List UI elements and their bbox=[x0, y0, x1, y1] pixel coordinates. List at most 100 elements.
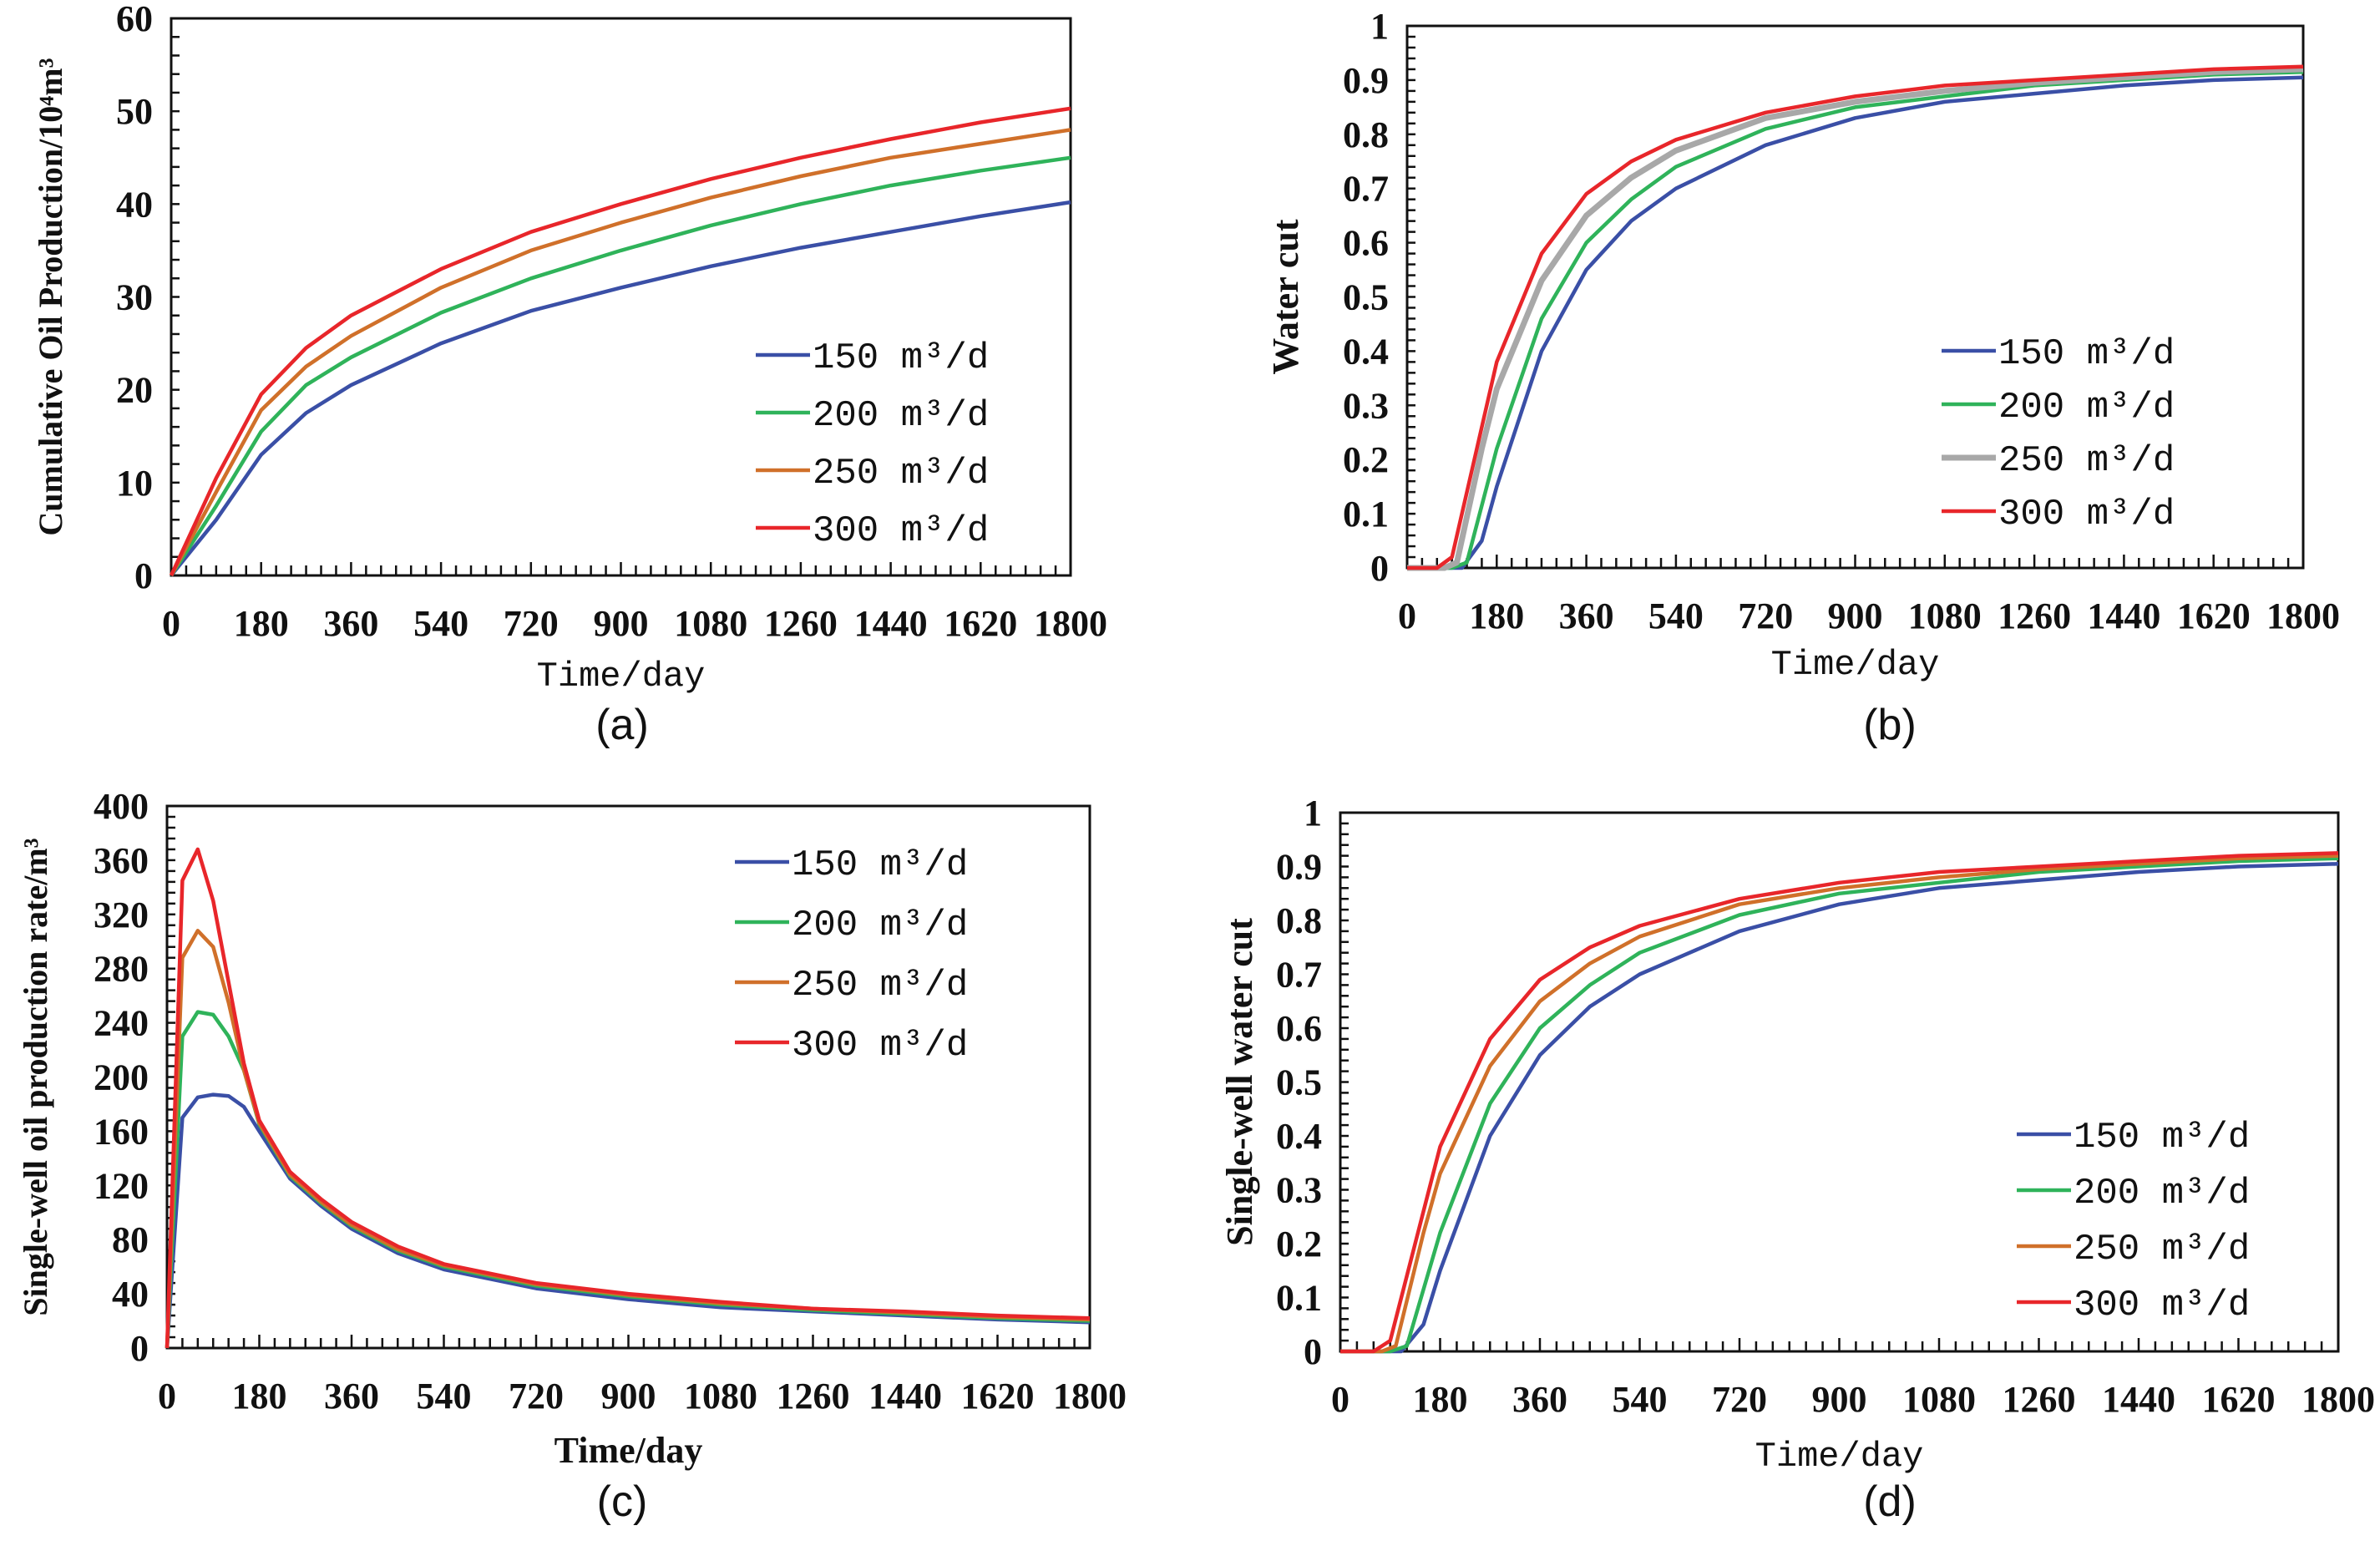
x-tick-label: 0 bbox=[1331, 1379, 1350, 1420]
y-axis-label: Single-well water cut bbox=[1219, 918, 1260, 1246]
x-tick-label: 1800 bbox=[2302, 1379, 2375, 1420]
y-tick-label: 360 bbox=[94, 840, 149, 881]
x-tick-label: 1260 bbox=[764, 603, 838, 644]
y-tick-label: 0 bbox=[1304, 1331, 1322, 1372]
y-tick-label: 0.6 bbox=[1343, 223, 1389, 264]
x-tick-label: 1080 bbox=[1902, 1379, 1976, 1420]
x-tick-label: 900 bbox=[1828, 596, 1883, 636]
y-tick-label: 0.3 bbox=[1276, 1170, 1322, 1211]
y-axis-label: Single-well oil production rate/m³ bbox=[17, 838, 54, 1315]
panel-caption: (c) bbox=[597, 1478, 648, 1526]
x-tick-label: 1440 bbox=[868, 1376, 942, 1417]
x-tick-label: 540 bbox=[413, 603, 468, 644]
x-tick-label: 0 bbox=[158, 1376, 176, 1417]
x-axis-label: Time/day bbox=[1771, 645, 1940, 685]
x-tick-label: 360 bbox=[1512, 1379, 1567, 1420]
x-axis-label: Time/day bbox=[554, 1430, 703, 1471]
legend-label: 200 m³/d bbox=[2074, 1173, 2250, 1214]
series-line-250 bbox=[1407, 66, 2304, 571]
y-tick-label: 20 bbox=[116, 370, 153, 411]
y-tick-label: 0.2 bbox=[1343, 439, 1389, 480]
y-tick-label: 0.1 bbox=[1276, 1278, 1322, 1319]
legend-label: 150 m³/d bbox=[813, 337, 989, 379]
y-tick-label: 40 bbox=[112, 1274, 149, 1315]
panel-caption: (b) bbox=[1863, 701, 1917, 749]
x-tick-label: 1800 bbox=[1053, 1376, 1127, 1417]
y-tick-label: 0 bbox=[1370, 548, 1389, 589]
y-tick-label: 0.2 bbox=[1276, 1224, 1322, 1265]
x-tick-label: 1620 bbox=[2177, 596, 2251, 636]
y-tick-label: 1 bbox=[1304, 793, 1322, 834]
x-tick-label: 1800 bbox=[2266, 596, 2340, 636]
x-tick-label: 540 bbox=[1648, 596, 1704, 636]
y-tick-label: 0.5 bbox=[1343, 277, 1389, 318]
y-tick-label: 0 bbox=[130, 1328, 149, 1369]
y-tick-label: 280 bbox=[94, 949, 149, 990]
y-tick-label: 30 bbox=[116, 277, 153, 318]
x-tick-label: 360 bbox=[324, 1376, 379, 1417]
y-tick-label: 0.1 bbox=[1343, 494, 1389, 535]
series-line-300 bbox=[1407, 64, 2304, 570]
plot-frame bbox=[165, 804, 1091, 1350]
series-line-250 bbox=[1340, 854, 2339, 1354]
panel-caption: (d) bbox=[1863, 1478, 1917, 1526]
legend-label: 250 m³/d bbox=[792, 965, 968, 1006]
y-axis-label: Cumulative Oil Production/10⁴m³ bbox=[32, 58, 69, 535]
legend-label: 200 m³/d bbox=[792, 905, 968, 946]
y-tick-label: 50 bbox=[116, 91, 153, 132]
y-tick-label: 240 bbox=[94, 1003, 149, 1044]
legend-label: 150 m³/d bbox=[1998, 333, 2175, 375]
x-tick-label: 900 bbox=[1812, 1379, 1867, 1420]
series-line-250 bbox=[170, 128, 1071, 577]
panel-caption: (a) bbox=[595, 701, 649, 749]
y-tick-label: 0.4 bbox=[1276, 1116, 1322, 1157]
legend-label: 250 m³/d bbox=[813, 453, 989, 494]
series-line-300 bbox=[169, 106, 1071, 576]
chart-b: 0 180 360 540 720 900 1080 1260 1440 1620 1800 0 0.1… bbox=[1265, 6, 2340, 749]
legend-label: 150 m³/d bbox=[792, 844, 968, 886]
series-line-200 bbox=[170, 155, 1071, 577]
y-tick-label: 0.7 bbox=[1276, 955, 1322, 996]
y-tick-label: 0.5 bbox=[1276, 1062, 1322, 1103]
y-tick-label: 40 bbox=[116, 184, 153, 225]
y-tick-label: 120 bbox=[94, 1165, 149, 1206]
y-tick-label: 200 bbox=[94, 1057, 149, 1098]
y-tick-label: 400 bbox=[94, 786, 149, 827]
x-tick-label: 1620 bbox=[2202, 1379, 2276, 1420]
legend-label: 250 m³/d bbox=[1998, 440, 2175, 482]
y-axis-label: Water cut bbox=[1265, 219, 1306, 374]
legend-label: 200 m³/d bbox=[1998, 387, 2175, 428]
x-tick-label: 1440 bbox=[2087, 596, 2160, 636]
y-tick-label: 0.8 bbox=[1343, 114, 1389, 155]
series-line-300 bbox=[165, 847, 1091, 1349]
x-tick-label: 720 bbox=[1712, 1379, 1767, 1420]
legend-label: 300 m³/d bbox=[813, 510, 989, 552]
x-axis-label: Time/day bbox=[1755, 1437, 1924, 1477]
x-tick-label: 180 bbox=[234, 603, 289, 644]
x-tick-label: 1800 bbox=[1034, 603, 1107, 644]
x-tick-label: 1080 bbox=[684, 1376, 757, 1417]
legend-label: 250 m³/d bbox=[2074, 1229, 2250, 1270]
x-tick-label: 0 bbox=[1398, 596, 1416, 636]
y-tick-label: 0.6 bbox=[1276, 1008, 1322, 1049]
chart-c: 0 180 360 540 720 900 1080 1260 1440 1620 1800 0 40 8… bbox=[17, 786, 1127, 1526]
x-tick-label: 1260 bbox=[1998, 596, 2071, 636]
x-tick-label: 540 bbox=[417, 1376, 472, 1417]
y-tick-label: 160 bbox=[94, 1111, 149, 1152]
x-tick-label: 540 bbox=[1613, 1379, 1668, 1420]
x-tick-label: 720 bbox=[509, 1376, 564, 1417]
x-tick-label: 1620 bbox=[944, 603, 1017, 644]
y-tick-label: 0.4 bbox=[1343, 331, 1389, 372]
legend-label: 300 m³/d bbox=[792, 1025, 968, 1067]
y-tick-label: 0.7 bbox=[1343, 169, 1389, 210]
chart-a: 0 180 360 540 720 900 1080 1260 1440 1620 1800 0 10 2… bbox=[32, 0, 1107, 749]
x-tick-label: 360 bbox=[323, 603, 378, 644]
legend-label: 200 m³/d bbox=[813, 395, 989, 437]
legend-label: 300 m³/d bbox=[1998, 494, 2175, 535]
x-tick-label: 1260 bbox=[2003, 1379, 2076, 1420]
y-tick-label: 60 bbox=[116, 0, 153, 39]
x-tick-label: 1080 bbox=[1908, 596, 1982, 636]
y-tick-label: 10 bbox=[116, 463, 153, 504]
chart-d: 0 180 360 540 720 900 1080 1260 1440 1620 1800 0 0.1… bbox=[1219, 793, 2375, 1526]
